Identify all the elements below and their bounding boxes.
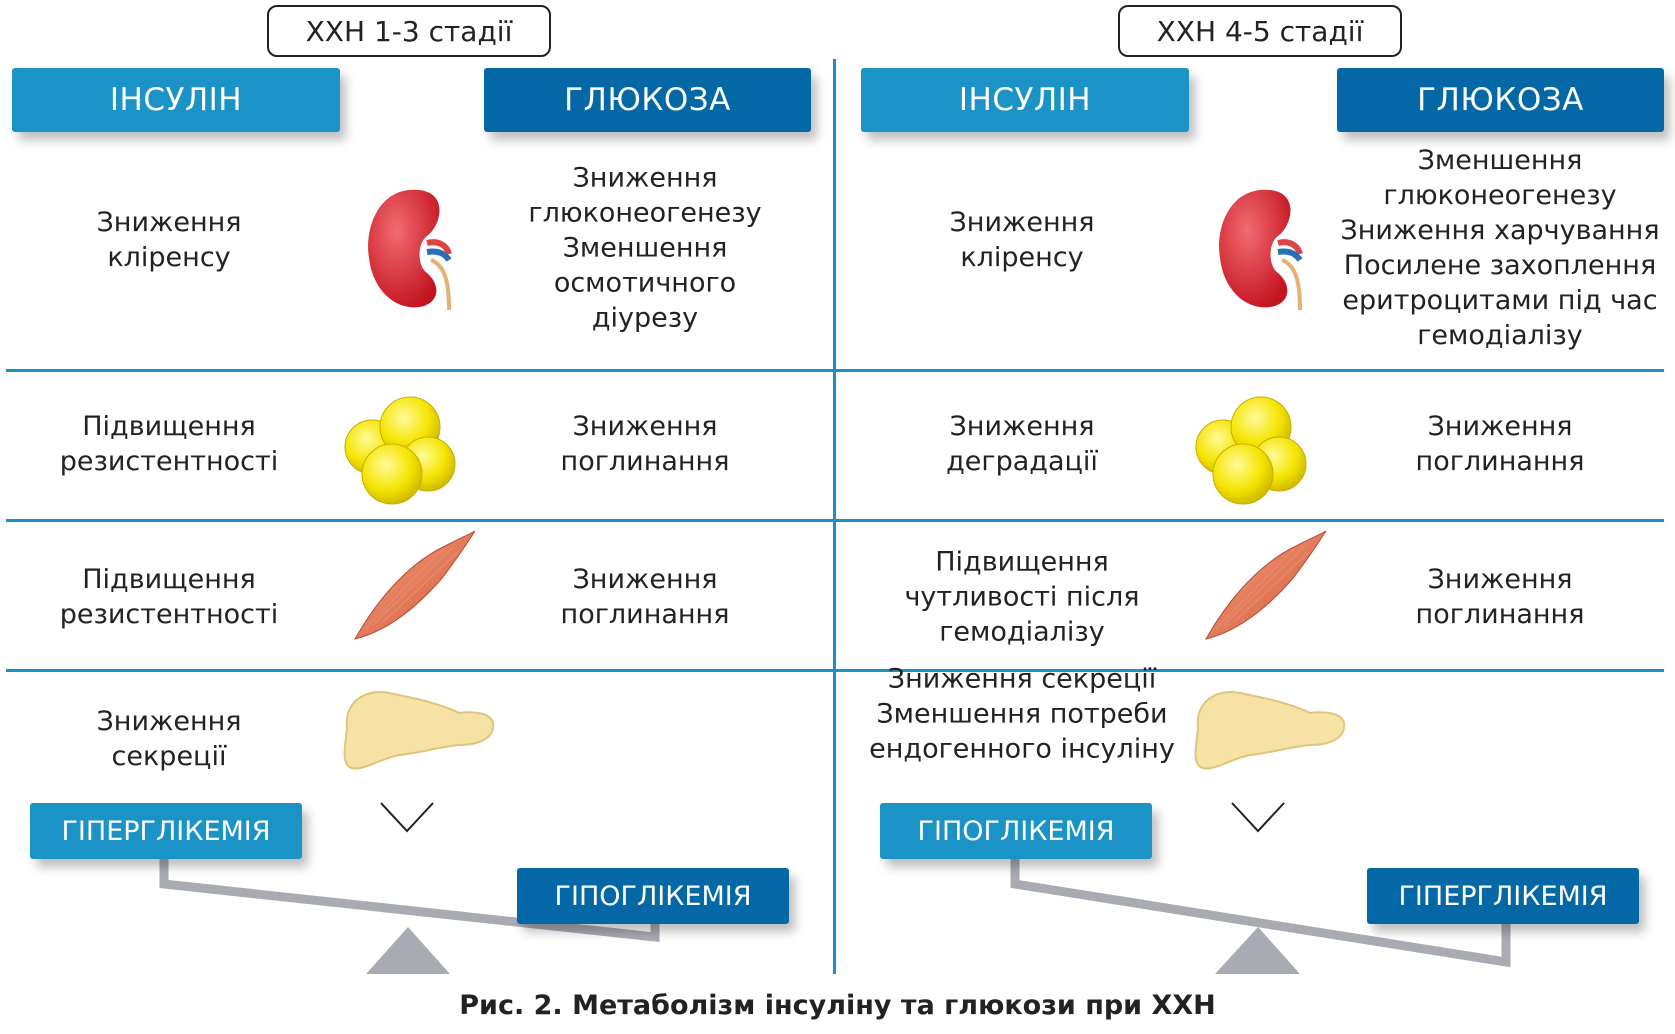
effect-line: Зменшення	[562, 232, 728, 264]
effect-line: поглинання	[1415, 599, 1585, 630]
stage-title-right: ХХН 4-5 стадії	[1118, 5, 1402, 57]
effect-line: еритроцитами під час	[1342, 285, 1658, 316]
glucose-effect-text: Зменшення глюконеогенезу Зниження харчуван…	[1340, 143, 1659, 353]
row-divider	[6, 669, 1664, 672]
chevron-down-icon	[1231, 802, 1285, 833]
effect-line: Зменшення потреби	[876, 698, 1168, 730]
effect-line: Зниження	[949, 207, 1095, 238]
insulin-header-left: ІНСУЛІН	[12, 68, 340, 132]
insulin-effect-text: Підвищення резистентності	[60, 562, 278, 632]
hyperglycemia-box-left: ГІПЕРГЛІКЕМІЯ	[30, 803, 302, 859]
insulin-header-right: ІНСУЛІН	[861, 68, 1189, 132]
effect-line: Зниження	[949, 411, 1095, 442]
insulin-effect-text: Зниження секреції	[97, 704, 242, 774]
effect-line: гемодіалізу	[1417, 320, 1583, 351]
effect-line: гемодіалізу	[939, 616, 1105, 648]
insulin-effect-text: Підвищення резистентності	[60, 409, 278, 479]
effect-line: Зниження	[96, 706, 242, 737]
effect-line: Підвищення	[82, 564, 256, 595]
effect-line: Зниження харчування	[1340, 215, 1660, 246]
effect-line: поглинання	[560, 599, 730, 630]
effect-line: кліренсу	[960, 242, 1084, 273]
effect-line: Зниження	[1427, 411, 1573, 442]
glucose-effect-text: Зниження глюконеогенезу Зменшення осмотично…	[528, 161, 761, 336]
effect-line: Підвищення	[935, 546, 1109, 578]
glucose-effect-text: Зниження поглинання	[561, 409, 730, 479]
effect-line: Посилене захоплення	[1343, 250, 1657, 281]
effect-line: Зниження	[96, 207, 242, 238]
effect-line: осмотичного	[553, 267, 737, 299]
effect-line: діурезу	[591, 302, 699, 334]
effect-line: Зниження	[572, 564, 718, 595]
effect-line: деградації	[946, 446, 1098, 477]
effect-line: глюконеогенезу	[528, 197, 762, 229]
effect-line: Зниження секреції	[887, 663, 1157, 695]
insulin-effect-text: Зниження деградації	[946, 409, 1098, 479]
effect-line: поглинання	[560, 446, 730, 477]
insulin-effect-text: Зниження секреції Зменшення потреби ендоге…	[869, 662, 1175, 767]
effect-line: глюконеогенезу	[1383, 180, 1617, 211]
row-divider	[6, 519, 1664, 522]
panel-divider	[833, 59, 836, 974]
glucose-header-right: ГЛЮКОЗА	[1337, 68, 1664, 132]
effect-line: резистентності	[59, 446, 279, 477]
glucose-effect-text: Зниження поглинання	[561, 562, 730, 632]
glucose-effect-text: Зниження поглинання	[1416, 409, 1585, 479]
effect-line: ендогенного інсуліну	[869, 733, 1175, 765]
effect-line: Зниження	[1427, 564, 1573, 595]
insulin-effect-text: Зниження кліренсу	[950, 205, 1095, 275]
effect-line: резистентності	[59, 599, 279, 630]
figure-caption: Рис. 2. Метаболізм інсуліну та глюкози п…	[459, 990, 1216, 1021]
glucose-effect-text: Зниження поглинання	[1416, 562, 1585, 632]
insulin-effect-text: Підвищення чутливості після гемодіалізу	[904, 545, 1139, 650]
glucose-header-left: ГЛЮКОЗА	[484, 68, 811, 132]
effect-line: секреції	[111, 741, 227, 772]
effect-line: кліренсу	[107, 242, 231, 273]
row-divider	[6, 369, 1664, 372]
effect-line: Підвищення	[82, 411, 256, 442]
insulin-effect-text: Зниження кліренсу	[97, 205, 242, 275]
effect-line: чутливості після	[904, 581, 1140, 613]
stage-title-left: ХХН 1-3 стадії	[267, 5, 551, 57]
chevron-down-icon	[380, 802, 434, 833]
effect-line: Зменшення	[1417, 145, 1583, 176]
hypoglycemia-box-right: ГІПОГЛІКЕМІЯ	[880, 803, 1152, 859]
effect-line: поглинання	[1415, 446, 1585, 477]
effect-line: Зниження	[572, 411, 718, 442]
hypoglycemia-box-left: ГІПОГЛІКЕМІЯ	[517, 868, 789, 924]
effect-line: Зниження	[572, 162, 718, 194]
hyperglycemia-box-right: ГІПЕРГЛІКЕМІЯ	[1367, 868, 1639, 924]
